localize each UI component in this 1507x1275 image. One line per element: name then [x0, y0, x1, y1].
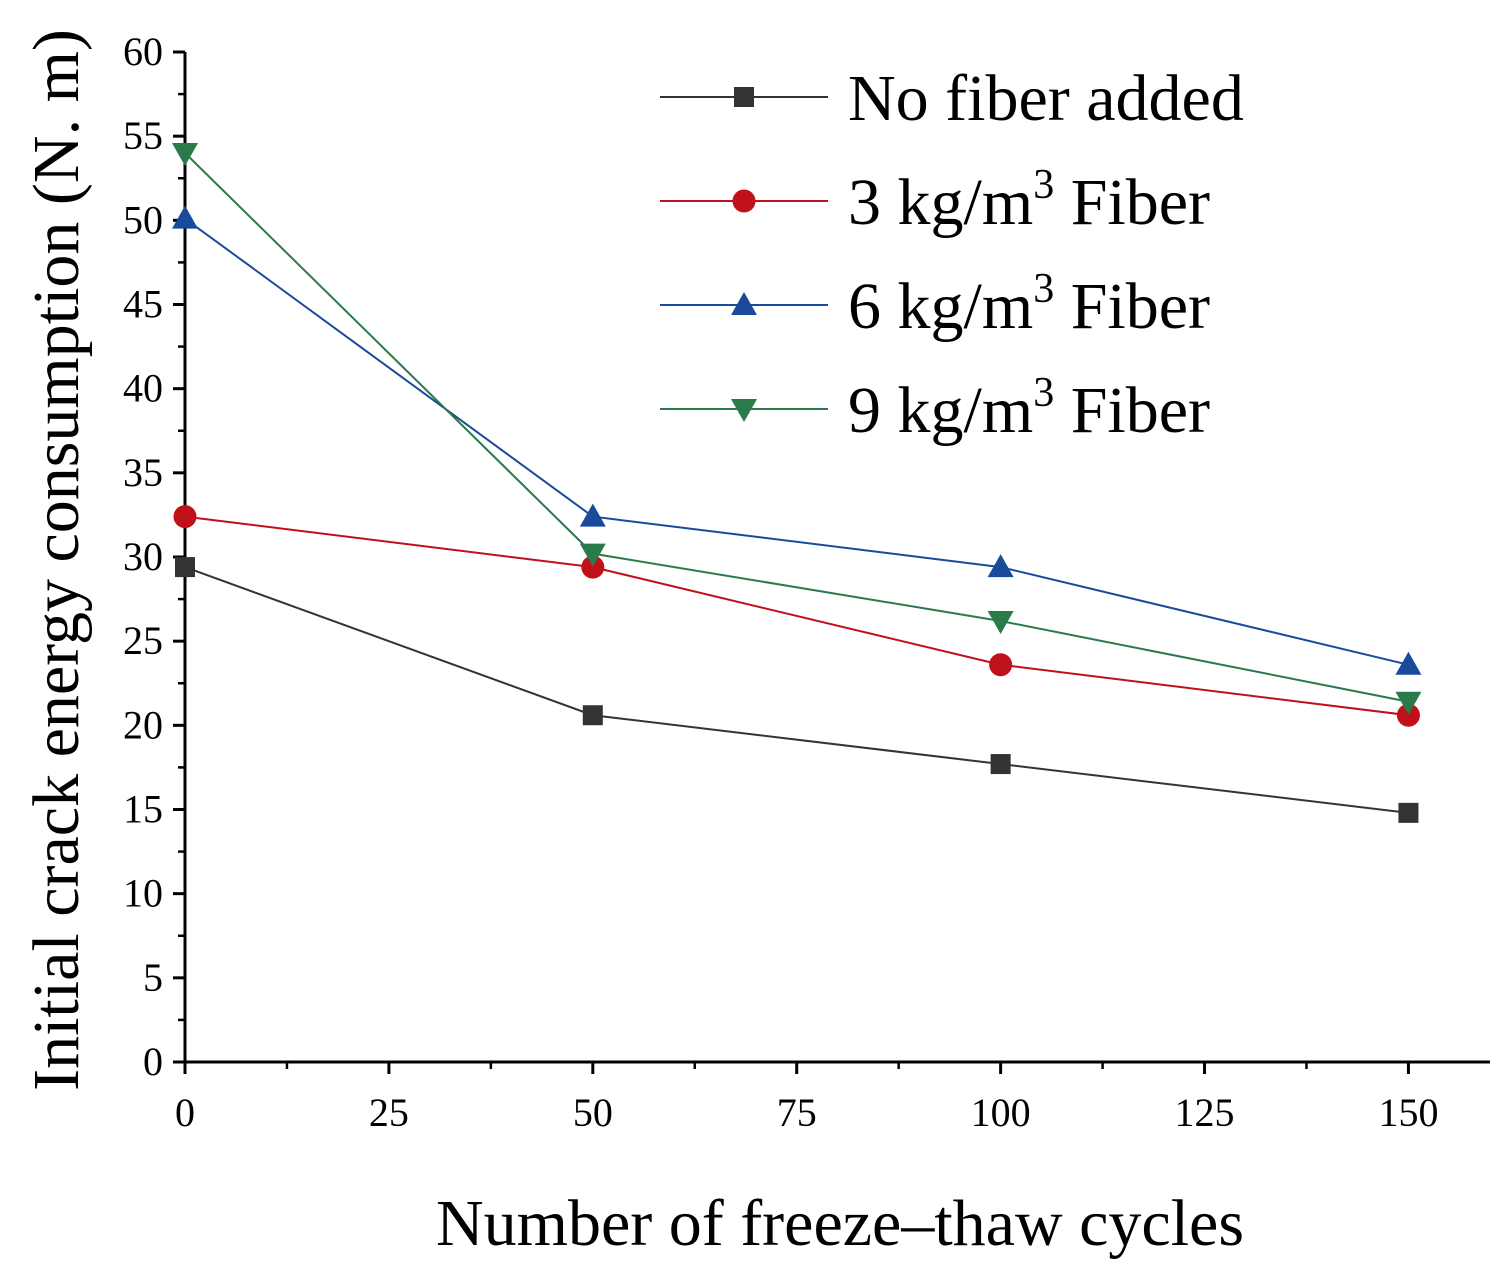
series-line-1: [184, 515, 1409, 717]
y-tick-label-25: 25: [123, 618, 163, 663]
legend-label-suffix: Fiber: [1054, 166, 1210, 239]
legend-label-superscript: 3: [1033, 266, 1054, 312]
x-tick-label-100: 100: [971, 1090, 1031, 1135]
series-2: [172, 205, 1422, 675]
legend-label-main: No fiber added: [848, 62, 1244, 135]
y-tick-label-5: 5: [143, 955, 163, 1000]
y-tick-label-10: 10: [123, 871, 163, 916]
legend-item-1: 3 kg/m3 Fiber: [660, 162, 1210, 239]
legend-marker-2: [731, 292, 757, 315]
legend-item-0: No fiber added: [660, 62, 1244, 135]
data-point-1-0: [173, 505, 197, 529]
y-tick-label-45: 45: [123, 282, 163, 327]
series-1: [173, 505, 1420, 727]
series-layer: [172, 143, 1422, 823]
legend-label-main: 9 kg/m: [848, 374, 1033, 447]
series-3: [172, 143, 1422, 715]
axes: 0 5 10 15 20 25 30 35 40 45 50 55 60 0 25 50 75 100 125 150: [123, 29, 1490, 1135]
y-tick-label-40: 40: [123, 366, 163, 411]
data-point-2-1: [579, 503, 606, 527]
x-tick-label-0: 0: [175, 1090, 195, 1135]
legend-label-superscript: 3: [1033, 162, 1054, 208]
data-point-1-3: [1396, 703, 1420, 727]
data-point-0-1: [582, 705, 603, 726]
legend-label-2: 6 kg/m3 Fiber: [848, 266, 1210, 343]
data-point-2-3: [1395, 651, 1422, 675]
legend-item-2: 6 kg/m3 Fiber: [660, 266, 1210, 343]
data-point-0-3: [1398, 802, 1419, 823]
series-line-2: [184, 217, 1409, 666]
legend-label-3: 9 kg/m3 Fiber: [848, 370, 1210, 447]
legend-label-main: 3 kg/m: [848, 166, 1033, 239]
series-line-3: [184, 152, 1409, 703]
y-axis-title: Initial crack energy consumption (N. m): [20, 29, 93, 1091]
data-point-3-1: [579, 543, 606, 567]
legend-label-suffix: Fiber: [1054, 374, 1210, 447]
x-tick-label-50: 50: [573, 1090, 613, 1135]
data-point-1-2: [989, 653, 1013, 677]
y-tick-label-60: 60: [123, 29, 163, 74]
series-line-0: [184, 566, 1409, 814]
data-point-1-1: [581, 555, 605, 579]
legend-marker-0: [734, 87, 754, 107]
x-tick-label-125: 125: [1175, 1090, 1235, 1135]
legend-label-0: No fiber added: [848, 62, 1244, 135]
data-point-0-0: [175, 557, 195, 578]
y-tick-label-30: 30: [123, 534, 163, 579]
x-axis-title: Number of freeze–thaw cycles: [436, 1187, 1244, 1260]
x-tick-label-75: 75: [777, 1090, 817, 1135]
data-point-3-2: [987, 610, 1014, 634]
legend-label-superscript: 3: [1033, 370, 1054, 416]
y-tick-label-55: 55: [123, 113, 163, 158]
y-tick-label-20: 20: [123, 702, 163, 747]
data-point-2-0: [172, 205, 198, 229]
legend-label-main: 6 kg/m: [848, 270, 1033, 343]
legend-marker-1: [732, 189, 756, 213]
legend-item-3: 9 kg/m3 Fiber: [660, 370, 1210, 447]
legend-label-1: 3 kg/m3 Fiber: [848, 162, 1210, 239]
legend-marker-3: [731, 399, 757, 422]
series-0: [175, 557, 1419, 823]
y-tick-label-0: 0: [143, 1039, 163, 1084]
data-point-2-2: [987, 554, 1014, 578]
y-tick-label-15: 15: [123, 787, 163, 832]
data-point-0-2: [990, 754, 1011, 775]
y-tick-label-50: 50: [123, 197, 163, 242]
y-tick-label-35: 35: [123, 450, 163, 495]
x-tick-label-150: 150: [1378, 1090, 1438, 1135]
data-point-3-0: [172, 143, 198, 166]
x-tick-label-25: 25: [369, 1090, 409, 1135]
data-point-3-3: [1395, 691, 1422, 715]
legend-label-suffix: Fiber: [1054, 270, 1210, 343]
